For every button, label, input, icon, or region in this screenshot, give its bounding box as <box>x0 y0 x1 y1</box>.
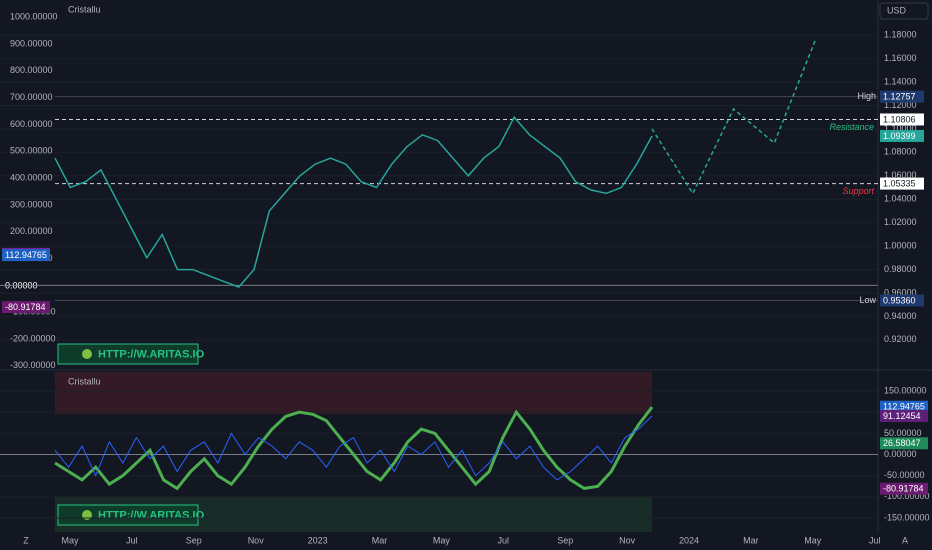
y-tick-label: 0.94000 <box>884 311 917 321</box>
y-tick-label: -150.00000 <box>884 512 930 522</box>
series-line <box>54 406 654 491</box>
corner-button[interactable]: Z <box>23 535 29 545</box>
pane-title: Cristallu <box>68 376 101 386</box>
x-tick-label: May <box>433 535 451 545</box>
y2-tick-label: -200.00000 <box>10 333 56 343</box>
y2-tick-label: 700.00000 <box>10 92 53 102</box>
y-tick-label: 1.10000 <box>884 123 917 133</box>
y-tick-label: 0.92000 <box>884 334 917 344</box>
price-tag <box>880 113 924 126</box>
price-tag <box>880 177 924 190</box>
y-tick-label: 0.00000 <box>884 449 917 459</box>
price-tag-label: 1.09399 <box>883 131 916 141</box>
x-tick-label: Nov <box>619 535 636 545</box>
pane-title: Cristallu <box>68 4 101 14</box>
y2-tick-label: 300.00000 <box>10 199 53 209</box>
y2-tick-label: -300.00000 <box>10 360 56 370</box>
y-tick-label: -50.00000 <box>884 470 925 480</box>
y2-tick-label: 1000.00000 <box>10 12 58 22</box>
y-tick-label: 1.12000 <box>884 100 917 110</box>
series-line <box>54 115 653 288</box>
y2-tick-label: 600.00000 <box>10 119 53 129</box>
y-tick-label: 1.14000 <box>884 76 917 86</box>
x-tick-label: 2023 <box>308 535 328 545</box>
y-tick-label: 1.08000 <box>884 147 917 157</box>
y2-tick-label: 200.00000 <box>10 226 53 236</box>
price-tag-label: 1.10806 <box>883 114 916 124</box>
level-name: Low <box>859 295 876 305</box>
y2-tick-label: 900.00000 <box>10 38 53 48</box>
price-tag <box>880 400 928 413</box>
y2-tick-label: 800.00000 <box>10 65 53 75</box>
y-tick-label: 1.16000 <box>884 53 917 63</box>
y-tick-label: 1.06000 <box>884 170 917 180</box>
level-name: Resistance <box>829 122 874 132</box>
price-tag <box>880 437 928 450</box>
x-tick-label: Mar <box>372 535 388 545</box>
watermark-icon <box>82 510 92 520</box>
y-tick-label: 1.02000 <box>884 217 917 227</box>
x-tick-label: May <box>804 535 822 545</box>
price-tag-label: 112.94765 <box>883 402 925 412</box>
price-tag <box>880 482 928 495</box>
x-tick-label: Nov <box>248 535 265 545</box>
corner-button[interactable]: A <box>902 535 908 545</box>
y-tick-label: 0.96000 <box>884 287 917 297</box>
y-tick-label: 1.00000 <box>884 240 917 250</box>
x-tick-label: Mar <box>743 535 759 545</box>
series-line <box>54 415 653 481</box>
watermark-box <box>57 343 199 365</box>
price-tag <box>880 129 924 142</box>
y-tick-label: 1.18000 <box>884 30 917 40</box>
y-tick-label: 1.04000 <box>884 194 917 204</box>
y-tick-label: 50.00000 <box>884 428 922 438</box>
price-tag <box>880 409 928 422</box>
price-tag-label: 1.05335 <box>883 178 916 188</box>
price-tag-label: 26.58047 <box>883 438 921 448</box>
level-name: High <box>857 91 876 101</box>
series-line <box>651 40 816 195</box>
y-tick-label: -100.00000 <box>884 491 930 501</box>
level-name: Support <box>842 186 874 196</box>
y2-tick-label: 500.00000 <box>10 146 53 156</box>
currency-box[interactable] <box>879 2 929 20</box>
x-tick-label: May <box>61 535 79 545</box>
x-tick-label: Sep <box>557 535 573 545</box>
y2-tick-label: 400.00000 <box>10 172 53 182</box>
price-tag <box>2 301 50 314</box>
price-tag <box>880 90 924 103</box>
price-tag <box>880 294 924 307</box>
price-tag-label: 1.12757 <box>883 91 916 101</box>
price-tag <box>2 249 50 262</box>
price-tag-label: 91.12454 <box>883 411 921 421</box>
x-tick-label: Sep <box>186 535 202 545</box>
y-tick-label: 150.00000 <box>884 385 927 395</box>
watermark-box <box>57 504 199 526</box>
price-tag-label: -80.91784 <box>883 484 924 494</box>
y-tick-label: 0.98000 <box>884 264 917 274</box>
price-tag-label: 112.94765 <box>5 250 47 260</box>
x-tick-label: Jul <box>869 535 881 545</box>
x-tick-label: Jul <box>498 535 510 545</box>
watermark: HTTP://W.ARITAS.IO <box>98 509 205 521</box>
currency: USD <box>887 5 907 15</box>
watermark-icon <box>82 349 92 359</box>
price-tag-label: -80.91784 <box>5 302 46 312</box>
overbought-zone <box>55 372 652 414</box>
x-tick-label: Jul <box>126 535 138 545</box>
watermark: HTTP://W.ARITAS.IO <box>98 348 205 360</box>
price-tag-label: 0.95360 <box>883 295 916 305</box>
x-tick-label: 2024 <box>679 535 699 545</box>
